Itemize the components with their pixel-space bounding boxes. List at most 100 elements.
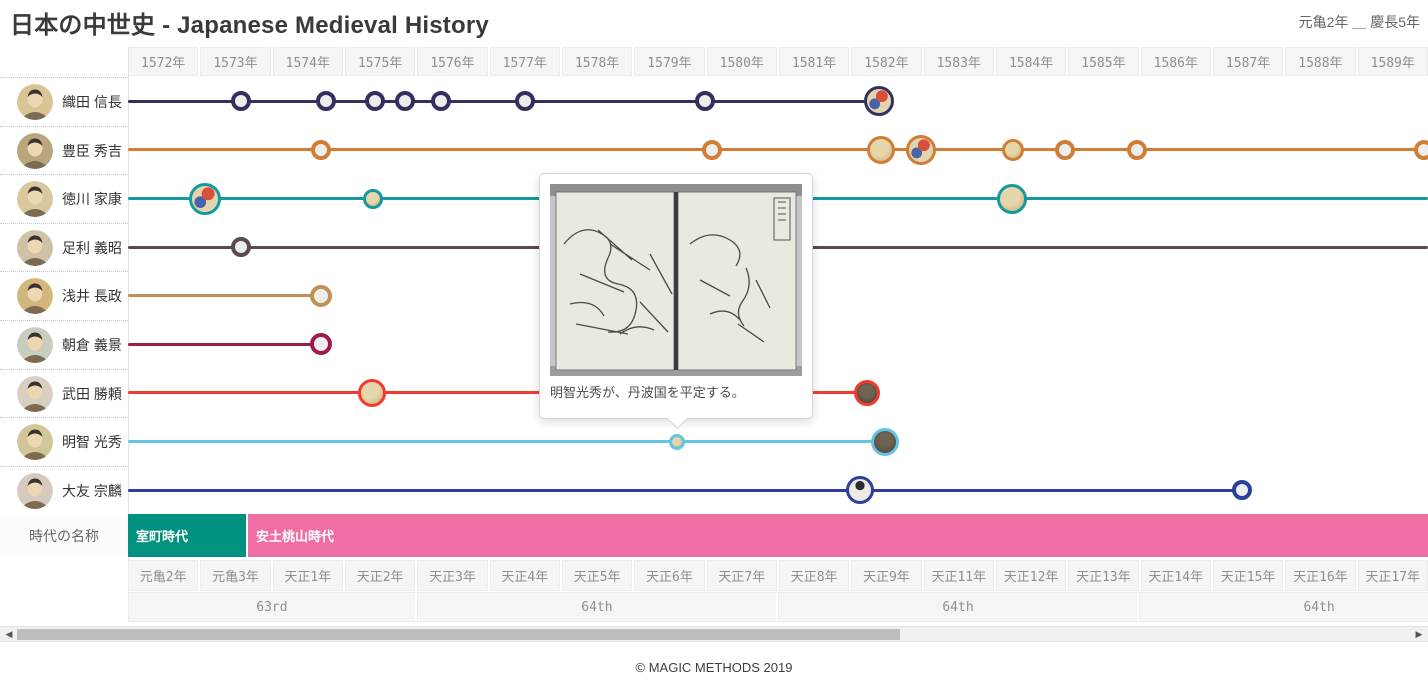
person-name: 徳川 家康 — [62, 191, 122, 208]
event-marker[interactable] — [316, 91, 336, 112]
avatar — [17, 181, 53, 218]
event-tooltip: 明智光秀が、丹波国を平定する。 — [539, 173, 813, 430]
timeline-line — [128, 294, 321, 298]
year-header-cell: 1574年 — [272, 47, 343, 76]
event-marker[interactable] — [395, 91, 415, 112]
timeline-line — [128, 391, 867, 395]
date-range: 元亀2年 ＿ 慶長5年 — [1298, 14, 1420, 30]
footer-copyright: © MAGIC METHODS 2019 — [635, 660, 793, 675]
sidebar-person-row: 朝倉 義景 — [0, 320, 128, 369]
era-year-cell: 天正15年 — [1212, 560, 1284, 591]
year-header-cell: 1588年 — [1285, 47, 1356, 76]
era-year-cell: 天正16年 — [1285, 560, 1356, 591]
person-name: 大友 宗麟 — [62, 482, 122, 499]
person-name: 明智 光秀 — [62, 434, 122, 451]
event-marker[interactable] — [1232, 480, 1252, 501]
era-block: 安土桃山時代 — [248, 514, 1428, 557]
event-image — [550, 184, 802, 376]
event-marker[interactable] — [854, 379, 880, 406]
event-marker[interactable] — [702, 139, 722, 160]
timeline-line — [128, 488, 1242, 492]
scroll-right-arrow-icon[interactable]: ▶ — [1415, 629, 1423, 639]
event-marker[interactable] — [363, 188, 383, 209]
year-header-cell: 1572年 — [128, 47, 199, 76]
person-name: 織田 信長 — [62, 94, 122, 110]
horizontal-scrollbar[interactable]: ◀ ▶ — [0, 626, 1428, 642]
avatar — [17, 424, 53, 461]
event-marker[interactable] — [864, 86, 894, 117]
event-marker[interactable] — [358, 378, 386, 407]
avatar — [17, 375, 53, 412]
person-name: 朝倉 義景 — [62, 337, 122, 353]
event-marker[interactable] — [365, 91, 385, 112]
era-block: 室町時代 — [128, 514, 246, 557]
event-marker[interactable] — [231, 237, 251, 258]
sidebar-divider — [128, 47, 129, 622]
sidebar-person-row: 織田 信長 — [0, 77, 128, 126]
event-marker[interactable] — [515, 91, 535, 112]
year-header-cell: 1589年 — [1357, 47, 1428, 76]
timeline-line — [128, 440, 885, 443]
era-year-cell: 天正2年 — [344, 560, 416, 591]
event-marker[interactable] — [189, 182, 221, 215]
timeline-line — [128, 342, 321, 346]
year-header-cell: 1573年 — [200, 47, 271, 76]
event-marker[interactable] — [846, 476, 874, 505]
era-year-cell: 天正7年 — [706, 560, 777, 591]
year-header-cell: 1587年 — [1212, 47, 1284, 76]
era-year-cell: 天正12年 — [995, 560, 1067, 591]
event-marker[interactable] — [431, 91, 451, 112]
event-marker[interactable] — [997, 183, 1027, 214]
event-marker[interactable] — [311, 139, 331, 160]
era-year-cell: 天正8年 — [778, 560, 850, 591]
event-marker[interactable] — [871, 427, 899, 456]
ordinal-axis: 63rd 64th 64th 64th — [128, 592, 1428, 622]
year-header-cell: 1585年 — [1068, 47, 1139, 76]
event-marker[interactable] — [669, 433, 685, 450]
event-marker[interactable] — [310, 333, 332, 356]
sidebar-person-row: 大友 宗麟 — [0, 465, 128, 515]
person-name: 浅井 長政 — [62, 288, 122, 305]
person-name: 武田 勝頼 — [62, 385, 122, 402]
era-band-label: 時代の名称 — [0, 514, 128, 557]
scroll-left-arrow-icon[interactable]: ◀ — [5, 629, 13, 639]
event-marker[interactable] — [1127, 139, 1147, 160]
avatar — [17, 472, 53, 509]
year-header-cell: 1584年 — [995, 47, 1067, 76]
scrollbar-thumb[interactable] — [17, 629, 900, 640]
avatar — [17, 84, 53, 120]
event-marker[interactable] — [310, 284, 332, 307]
era-year-cell: 天正6年 — [634, 560, 705, 591]
avatar — [17, 132, 53, 169]
event-marker[interactable] — [867, 135, 895, 164]
avatar — [17, 327, 53, 363]
ordinal-cell: 64th — [1139, 592, 1428, 622]
avatar — [17, 278, 53, 315]
era-year-cell: 天正17年 — [1357, 560, 1428, 591]
tooltip-caret — [666, 407, 689, 430]
sidebar-person-row: 武田 勝頼 — [0, 368, 128, 418]
era-year-cell: 天正11年 — [923, 560, 994, 591]
year-header-cell: 1583年 — [923, 47, 994, 76]
event-marker[interactable] — [231, 91, 251, 112]
year-header-cell: 1579年 — [634, 47, 705, 76]
era-year-cell: 天正3年 — [417, 560, 488, 591]
sidebar-person-row: 足利 義昭 — [0, 222, 128, 272]
sidebar-person-row: 明智 光秀 — [0, 417, 128, 467]
sidebar-person-row: 豊臣 秀吉 — [0, 125, 128, 175]
avatar — [17, 229, 53, 266]
event-marker[interactable] — [1055, 139, 1075, 160]
event-marker[interactable] — [1414, 139, 1428, 160]
sidebar-person-row: 徳川 家康 — [0, 174, 128, 224]
year-header-cell: 1586年 — [1140, 47, 1211, 76]
year-header-cell: 1578年 — [561, 47, 633, 76]
year-header-cell: 1582年 — [851, 47, 922, 76]
event-marker[interactable] — [906, 134, 936, 165]
event-marker[interactable] — [1002, 138, 1024, 161]
era-year-cell: 天正1年 — [272, 560, 343, 591]
era-year-cell: 元亀3年 — [200, 560, 271, 591]
year-header-cell: 1580年 — [706, 47, 777, 76]
event-marker[interactable] — [695, 91, 715, 112]
tooltip-caption: 明智光秀が、丹波国を平定する。 — [550, 385, 745, 400]
